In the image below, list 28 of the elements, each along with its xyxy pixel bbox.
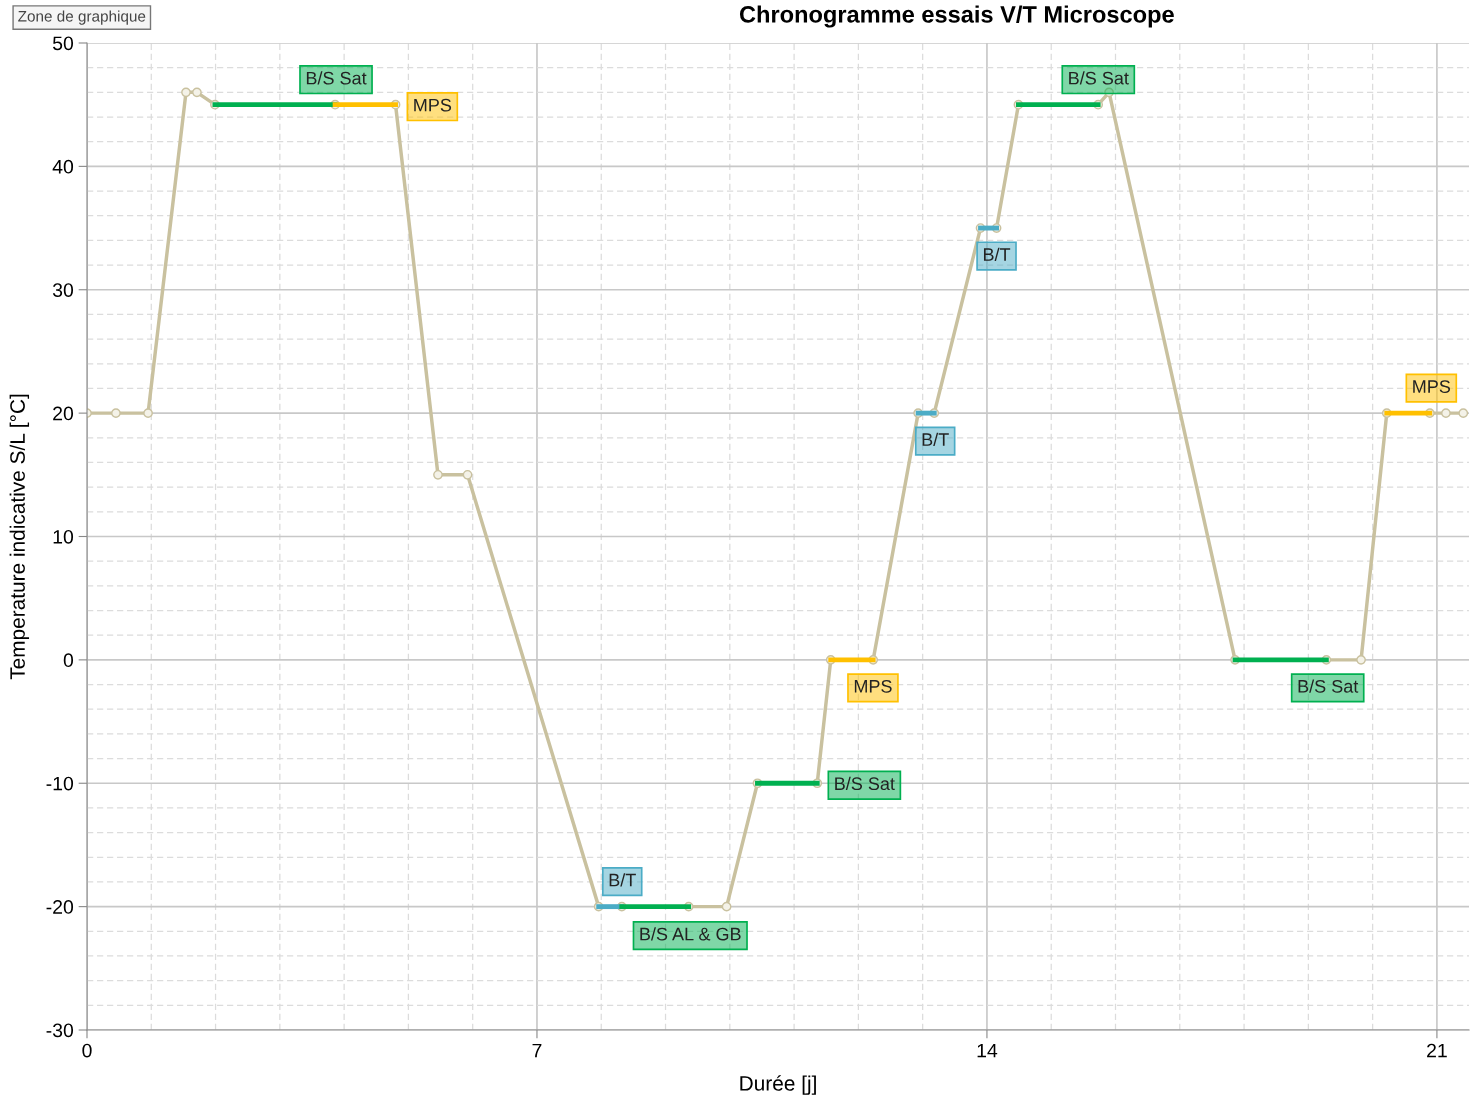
y-tick-label: -10: [46, 776, 74, 791]
series-label: B/S AL & GB: [640, 927, 741, 941]
series-label: B/T: [922, 432, 949, 446]
series-label: B/S Sat: [1298, 679, 1359, 693]
y-tick-label: 40: [52, 159, 74, 174]
y-tick-label: 0: [63, 653, 74, 668]
series-label: B/S Sat: [835, 776, 895, 791]
x-axis-title: Durée [j]: [740, 1075, 816, 1095]
series-label: B/S Sat: [306, 71, 367, 85]
series-label: MPS: [854, 679, 892, 693]
y-tick-label: -20: [46, 900, 74, 914]
series-label: B/S Sat: [1069, 71, 1129, 85]
x-tick-label: 0: [82, 1043, 92, 1058]
series-label: MPS: [414, 98, 452, 112]
y-tick-label: 20: [53, 406, 74, 421]
y-axis-title: Temperature indicative S/L [°C]: [9, 394, 30, 680]
x-tick-label: 14: [977, 1043, 998, 1058]
y-tick-label: 50: [52, 36, 74, 51]
series-label: B/T: [983, 247, 1011, 261]
x-tick-label: 21: [1427, 1043, 1447, 1058]
chart-title: Chronogramme essais V/T Microscope: [739, 5, 1174, 28]
text: Zone de graphique: [18, 10, 146, 25]
y-tick-label: -30: [46, 1023, 74, 1038]
y-tick-label: 30: [52, 283, 74, 297]
series-label: MPS: [1413, 380, 1451, 393]
x-tick-label: 7: [532, 1043, 542, 1058]
y-tick-label: 10: [53, 529, 74, 544]
series-label: B/T: [609, 873, 636, 887]
